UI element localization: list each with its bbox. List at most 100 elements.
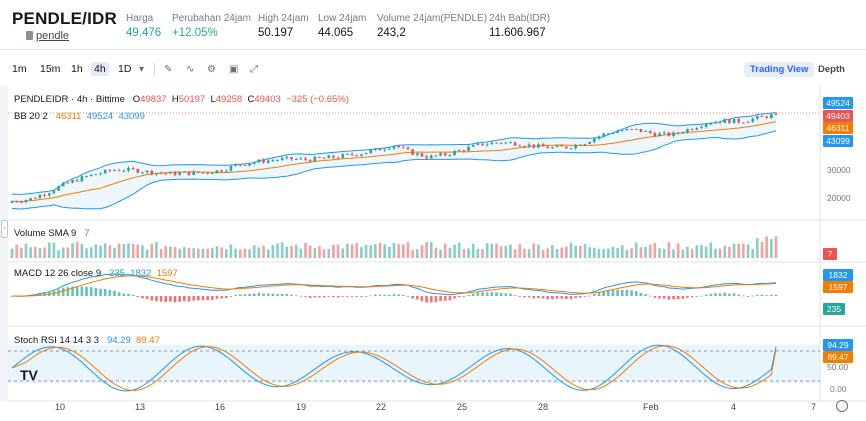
volume-bar xyxy=(770,238,773,258)
candle xyxy=(99,173,102,175)
volume-bar xyxy=(611,246,615,258)
volume-bar xyxy=(201,248,205,258)
candle xyxy=(653,133,657,137)
volume-bar xyxy=(117,243,121,258)
volume-bar xyxy=(583,243,587,258)
volume-bar xyxy=(99,245,102,258)
candle xyxy=(43,195,46,197)
volume-bar xyxy=(765,236,768,258)
timeframe-1h[interactable]: 1h xyxy=(71,63,83,75)
macd-hist-bar xyxy=(141,296,144,299)
pencil-icon[interactable]: ✎ xyxy=(164,64,173,75)
volume-bar xyxy=(662,248,666,258)
timeframe-1m[interactable]: 1m xyxy=(12,63,27,75)
candle xyxy=(756,116,759,119)
candle xyxy=(742,122,745,124)
macd-hist-bar xyxy=(611,289,615,296)
volume-bar xyxy=(336,244,340,258)
candle xyxy=(299,158,303,160)
candle xyxy=(453,150,456,156)
volume-bar xyxy=(122,243,126,258)
volume-bar xyxy=(565,246,568,258)
candle xyxy=(662,132,666,134)
volume-bar xyxy=(388,246,391,258)
volume-bar xyxy=(127,243,130,258)
volume-bar xyxy=(378,242,382,258)
volume-bar xyxy=(33,246,37,258)
volume-bar xyxy=(402,244,405,258)
timeframe-15m[interactable]: 15m xyxy=(40,63,61,75)
volume-bar xyxy=(206,248,209,258)
macd-hist-bar xyxy=(728,293,731,296)
candle xyxy=(760,116,764,118)
document-icon xyxy=(26,31,33,40)
candle xyxy=(644,130,647,132)
trading-view-button[interactable]: Trading View xyxy=(744,62,815,77)
macd-hist-bar xyxy=(103,288,107,296)
volume-bar xyxy=(234,248,237,258)
timeframe-1d[interactable]: 1D xyxy=(118,63,132,75)
candle xyxy=(728,119,731,124)
candle xyxy=(66,182,70,184)
candle xyxy=(541,144,545,147)
volume-bar xyxy=(513,249,517,258)
candle xyxy=(108,169,112,171)
macd-hist-bar xyxy=(276,294,279,296)
chart-settings-icon[interactable] xyxy=(836,400,848,412)
candle xyxy=(197,171,200,173)
macd-hist-bar xyxy=(89,287,93,296)
macd-hist-bar xyxy=(630,290,633,296)
volume-bar xyxy=(746,244,750,258)
macd-hist-bar xyxy=(155,296,158,302)
macd-hist-bar xyxy=(294,295,298,297)
coin-link[interactable]: pendle xyxy=(36,30,70,42)
candle xyxy=(569,148,573,150)
stoch-tick-0: 0.00 xyxy=(830,384,847,394)
candle xyxy=(369,150,373,153)
macd-hist-bar xyxy=(653,296,657,298)
candle xyxy=(690,129,694,131)
macd-hist-bar xyxy=(99,288,102,296)
candle xyxy=(159,172,163,174)
candle xyxy=(639,128,643,132)
candle xyxy=(89,174,93,177)
candle xyxy=(71,180,74,183)
candle xyxy=(206,172,209,174)
candle xyxy=(704,124,708,127)
macd-hist-bar xyxy=(145,296,149,299)
macd-hist-bar xyxy=(266,293,270,296)
candle xyxy=(294,158,298,160)
fullscreen-icon[interactable]: ⤢ xyxy=(250,64,258,75)
volume-bar xyxy=(732,243,736,258)
macd-hist-bar xyxy=(718,293,722,296)
price-tick-30000: 30000 xyxy=(827,165,851,175)
candle xyxy=(658,133,661,137)
indicator-icon[interactable]: ∿ xyxy=(186,64,195,75)
stoch-d-line xyxy=(11,345,777,392)
volume-bar xyxy=(113,247,116,258)
collapse-handle[interactable]: › xyxy=(1,220,8,238)
stoch-legend: Stoch RSI 14 14 3 3 94.29 89.47 xyxy=(14,335,160,346)
volume-bar xyxy=(560,247,564,258)
candle xyxy=(145,170,149,173)
timeframe-4h[interactable]: 4h xyxy=(91,62,109,76)
volume-bar xyxy=(462,249,466,258)
volume-bar xyxy=(183,247,186,258)
volume-bar xyxy=(71,243,74,258)
macd-hist-bar xyxy=(518,296,522,297)
macd-hist-bar xyxy=(555,296,559,299)
save-icon[interactable]: ▣ xyxy=(229,64,239,75)
chevron-down-icon[interactable]: ▾ xyxy=(139,64,145,75)
depth-button[interactable]: Depth xyxy=(818,64,845,75)
candle xyxy=(224,170,228,172)
bb-mid-line xyxy=(11,121,777,203)
price-legend: PENDLEIDR · 4h · Bittime O49837 H50197 L… xyxy=(14,94,349,105)
volume-bar xyxy=(75,242,79,258)
volume-bar xyxy=(57,249,60,258)
volume-bar xyxy=(593,247,596,258)
macd-hist-bar xyxy=(360,296,363,297)
macd-hist-bar xyxy=(672,296,675,300)
volume-bar xyxy=(332,244,335,258)
gear-icon[interactable]: ⚙ xyxy=(207,64,216,75)
